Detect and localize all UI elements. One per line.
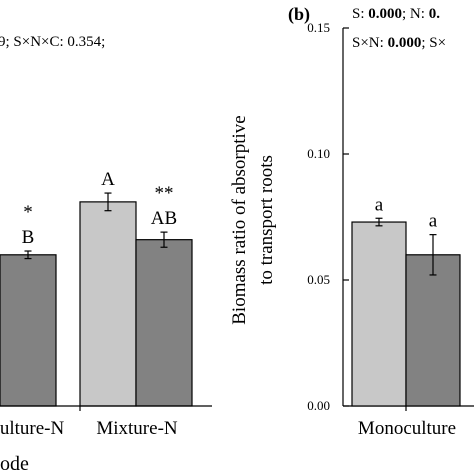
panel-b-y-tick-label: 0.10 [307,146,330,161]
panel-a-x-axis-label: ode [0,453,29,474]
panel-a-bar [79,201,137,407]
panel-b-bar [351,221,407,407]
panel-a-significance-letter: AB [151,208,177,229]
panel-a-significance-stars: * [23,202,33,223]
panel-b-y-tick-label: 0.00 [307,398,330,413]
panel-b-x-tick-label: Monoculture [358,418,456,439]
panel-b-label: (b) [288,4,310,25]
panel-a-bar [135,239,193,407]
panel-b-y-tick-label: 0.15 [307,20,330,35]
panel-a-significance-letter: A [101,169,115,190]
panel-b-y-tick-label: 0.05 [307,272,330,287]
panel-a-x-tick-label: Mixture-N [96,418,178,439]
panel-b-y-axis-label-line-1: Biomass ratio of absorptive [229,115,250,325]
panel-a-stats: 9; S×N×C: 0.354; [0,34,105,50]
panel-b-bar [405,254,461,407]
panel-a-x-tick-label: ulture-N [0,418,64,439]
panel-a: 9; S×N×C: 0.354; B * A AB ** ulture-N Mixture… [0,34,212,474]
panel-b-stats-line-2: S×N: 0.000; S× [352,35,446,51]
panel-b-significance-letter: a [375,194,384,215]
panel-b-y-axis-label-line-2: to transport roots [256,155,277,285]
panel-a-bar [0,254,57,407]
panel-b-significance-letter: a [429,211,438,232]
panel-b: (b) S: 0.000; N: 0. S×N: 0.000; S× Bioma… [229,4,474,439]
panel-b-stats-line-1: S: 0.000; N: 0. [352,6,440,22]
panel-a-significance-stars: ** [155,183,174,204]
panel-a-significance-letter: B [22,227,35,248]
